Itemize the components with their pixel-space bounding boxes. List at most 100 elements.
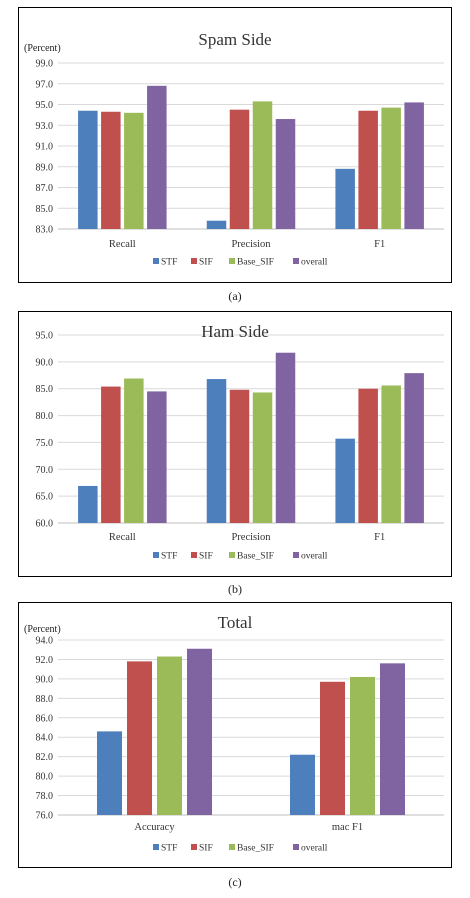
bar-base-sif-precision bbox=[252, 101, 273, 229]
bar-overall-mac-f1 bbox=[380, 663, 405, 815]
y-tick-label: 85.0 bbox=[36, 204, 54, 215]
bar-sif-accuracy bbox=[127, 661, 152, 815]
y-tick-label: 95.0 bbox=[36, 100, 54, 111]
legend-swatch bbox=[229, 552, 235, 558]
bar-overall-precision bbox=[275, 119, 296, 229]
y-tick-label: 91.0 bbox=[36, 142, 54, 153]
y-tick-label: 99.0 bbox=[36, 59, 54, 70]
chart-ham-side: 95.0 90.0 85.0 80.0 75.0 70.0 65.0 60.0 Ham Side… bbox=[18, 311, 452, 577]
legend-swatch bbox=[191, 258, 197, 264]
y-tick-label: 78.0 bbox=[36, 791, 54, 802]
legend-label: STF bbox=[161, 552, 177, 562]
x-tick-label: F1 bbox=[374, 239, 385, 250]
x-tick-label: Precision bbox=[231, 532, 271, 543]
y-tick-label: 88.0 bbox=[36, 694, 54, 705]
y-tick-label: 76.0 bbox=[36, 811, 54, 822]
bar-sif-precision bbox=[229, 109, 250, 229]
legend-label: STF bbox=[161, 258, 177, 268]
y-tick-label: 83.0 bbox=[36, 225, 54, 236]
x-tick-label: Precision bbox=[231, 239, 271, 250]
y-axis-label: (Percent) bbox=[24, 43, 61, 54]
chart-title: Ham Side bbox=[201, 322, 269, 341]
legend-swatch bbox=[229, 258, 235, 264]
bar-sif-f1 bbox=[358, 110, 378, 229]
bar-overall-f1 bbox=[404, 373, 424, 523]
bar-overall-recall bbox=[147, 85, 167, 229]
y-tick-label: 94.0 bbox=[36, 636, 54, 647]
bar-stf-f1 bbox=[335, 438, 355, 523]
bar-base-sif-f1 bbox=[381, 385, 401, 523]
y-tick-label: 84.0 bbox=[36, 733, 54, 744]
y-tick-label: 86.0 bbox=[36, 713, 54, 724]
legend-swatch bbox=[293, 844, 299, 850]
y-tick-label: 97.0 bbox=[36, 79, 54, 90]
y-tick-label: 65.0 bbox=[36, 492, 54, 503]
bar-stf-recall bbox=[78, 110, 98, 229]
chart-spam-side: 99.0 97.0 95.0 93.0 91.0 89.0 87.0 85.0 83.0 Spam… bbox=[18, 7, 452, 283]
bar-stf-f1 bbox=[335, 168, 355, 229]
legend-label: Base_SIF bbox=[237, 552, 274, 562]
legend-label: SIF bbox=[199, 844, 213, 854]
x-tick-label: mac F1 bbox=[332, 822, 363, 833]
y-tick-label: 92.0 bbox=[36, 655, 54, 666]
y-tick-label: 70.0 bbox=[36, 465, 54, 476]
bar-stf-recall bbox=[78, 485, 98, 523]
legend-swatch bbox=[293, 552, 299, 558]
bar-base-sif-precision bbox=[252, 392, 273, 523]
y-tick-label: 60.0 bbox=[36, 519, 54, 530]
legend-label: Base_SIF bbox=[237, 258, 274, 268]
bar-stf-precision bbox=[206, 220, 227, 229]
legend-swatch bbox=[191, 844, 197, 850]
y-tick-label: 82.0 bbox=[36, 752, 54, 763]
legend-swatch bbox=[293, 258, 299, 264]
y-tick-label: 95.0 bbox=[36, 331, 54, 342]
legend-label: overall bbox=[301, 552, 328, 562]
x-tick-label: Accuracy bbox=[134, 822, 175, 833]
legend-label: overall bbox=[301, 844, 328, 854]
legend-label: SIF bbox=[199, 552, 213, 562]
y-tick-label: 90.0 bbox=[36, 357, 54, 368]
y-tick-label: 80.0 bbox=[36, 772, 54, 783]
legend-swatch bbox=[191, 552, 197, 558]
bar-overall-recall bbox=[147, 391, 167, 523]
chart-total: 94.0 92.0 90.0 88.0 86.0 84.0 82.0 80.0 78.0 76.0… bbox=[18, 602, 452, 868]
chart-panel-b: 95.0 90.0 85.0 80.0 75.0 70.0 65.0 60.0 Ham Side… bbox=[18, 311, 452, 577]
y-tick-label: 89.0 bbox=[36, 162, 54, 173]
y-tick-label: 80.0 bbox=[36, 411, 54, 422]
legend-label: Base_SIF bbox=[237, 844, 274, 854]
legend-label: STF bbox=[161, 844, 177, 854]
caption-a: (a) bbox=[228, 289, 242, 303]
legend-swatch bbox=[229, 844, 235, 850]
bar-stf-accuracy bbox=[97, 731, 122, 815]
x-tick-label: Recall bbox=[109, 532, 136, 543]
bar-stf-mac-f1 bbox=[290, 754, 315, 815]
legend-swatch bbox=[153, 552, 159, 558]
legend-swatch bbox=[153, 258, 159, 264]
bar-overall-f1 bbox=[404, 102, 424, 229]
y-tick-label: 93.0 bbox=[36, 121, 54, 132]
chart-panel-a: 99.0 97.0 95.0 93.0 91.0 89.0 87.0 85.0 83.0 Spam… bbox=[18, 7, 452, 283]
x-tick-label: F1 bbox=[374, 532, 385, 543]
chart-title: Spam Side bbox=[198, 30, 271, 49]
bar-base-sif-recall bbox=[124, 378, 144, 523]
y-tick-label: 75.0 bbox=[36, 438, 54, 449]
bar-base-sif-recall bbox=[124, 112, 144, 229]
bar-overall-precision bbox=[275, 352, 296, 523]
x-tick-label: Recall bbox=[109, 239, 136, 250]
legend-swatch bbox=[153, 844, 159, 850]
chart-frame bbox=[18, 602, 452, 868]
chart-panel-c: 94.0 92.0 90.0 88.0 86.0 84.0 82.0 80.0 78.0 76.0… bbox=[18, 602, 452, 868]
bar-base-sif-mac-f1 bbox=[350, 676, 375, 815]
y-axis-label: (Percent) bbox=[24, 624, 61, 635]
bar-base-sif-accuracy bbox=[157, 656, 182, 815]
caption-c: (c) bbox=[228, 875, 242, 889]
bar-sif-f1 bbox=[358, 388, 378, 523]
bar-overall-accuracy bbox=[187, 648, 212, 815]
bar-sif-precision bbox=[229, 389, 250, 523]
bar-stf-precision bbox=[206, 379, 227, 523]
y-tick-label: 85.0 bbox=[36, 384, 54, 395]
caption-b: (b) bbox=[228, 582, 242, 596]
bar-sif-mac-f1 bbox=[320, 681, 345, 815]
bar-sif-recall bbox=[101, 111, 121, 229]
bar-base-sif-f1 bbox=[381, 107, 401, 229]
